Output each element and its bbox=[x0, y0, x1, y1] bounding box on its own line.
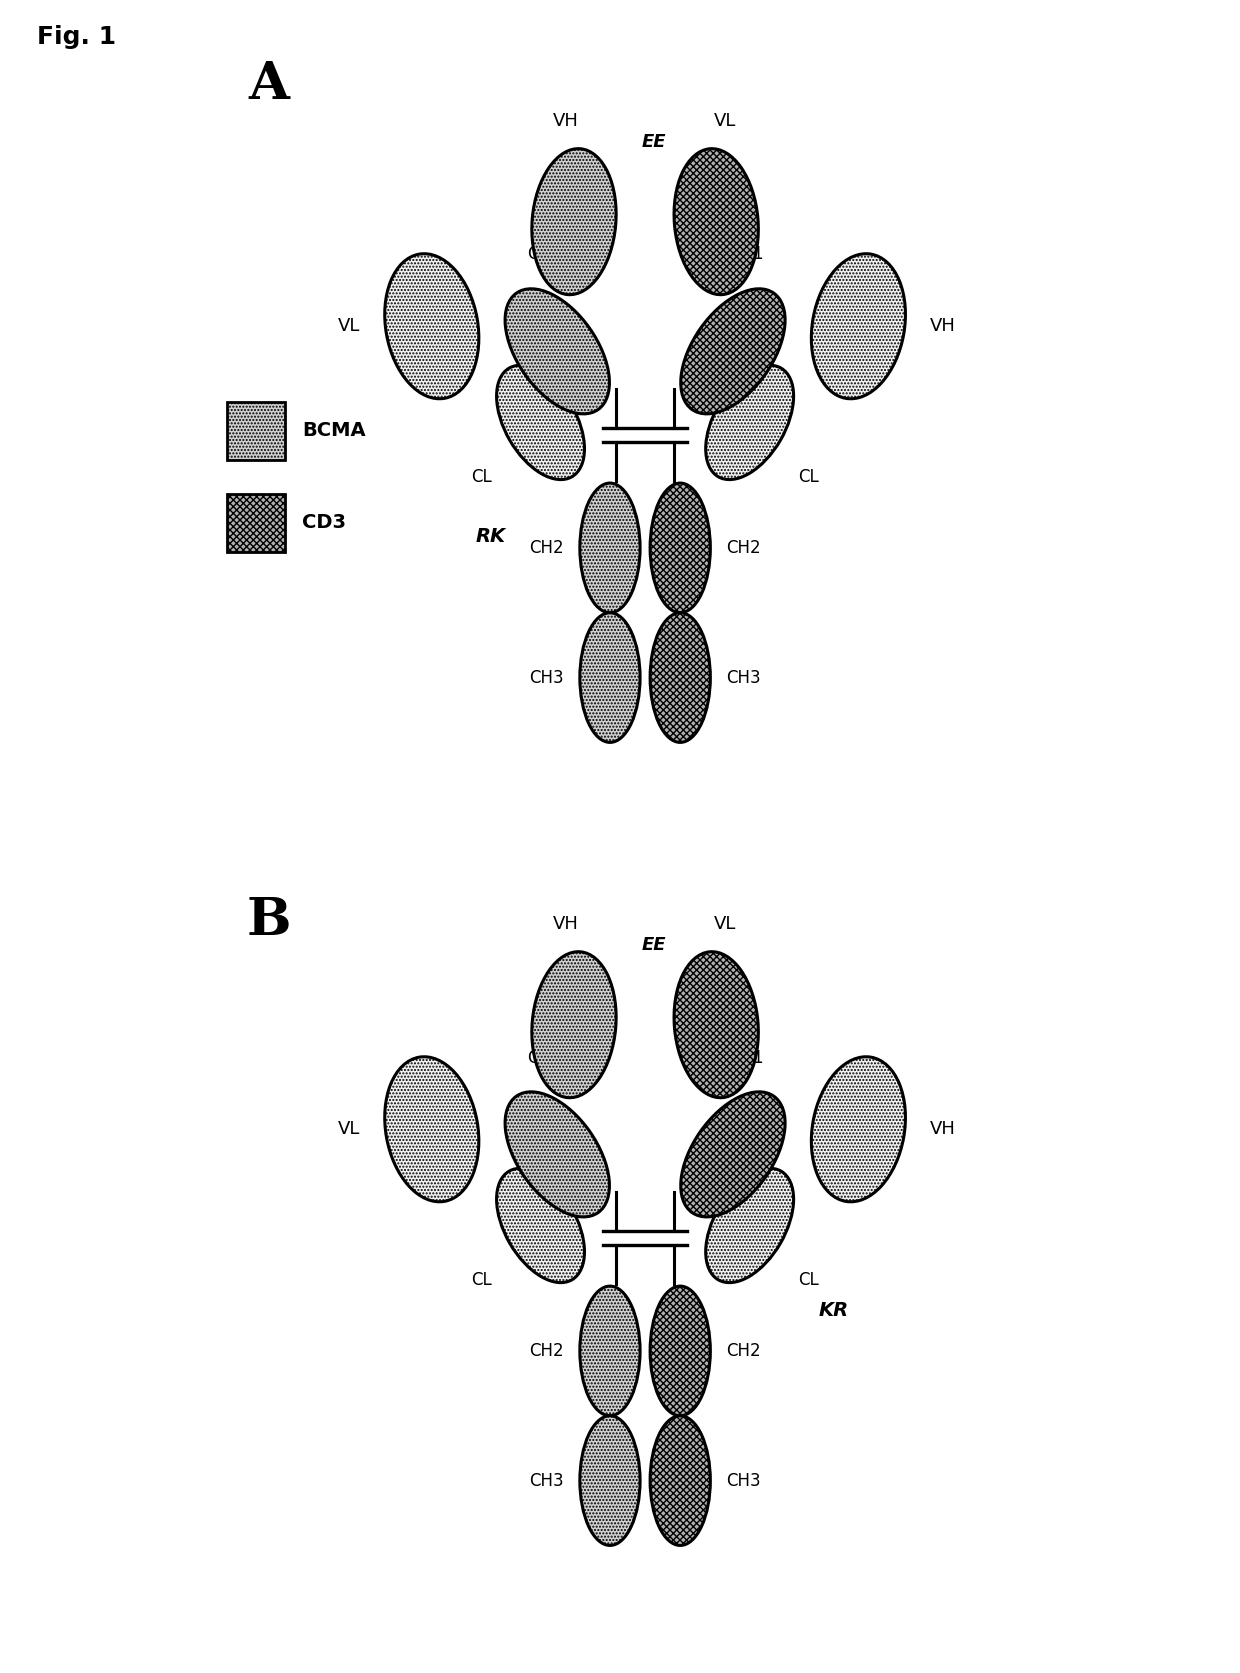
Text: VH: VH bbox=[553, 112, 579, 130]
Ellipse shape bbox=[580, 612, 640, 743]
Bar bbox=[227, 494, 285, 552]
Text: CH1: CH1 bbox=[527, 246, 562, 264]
Text: CD3: CD3 bbox=[303, 514, 346, 532]
Text: VH: VH bbox=[930, 1121, 955, 1138]
Text: CH3: CH3 bbox=[529, 1472, 564, 1489]
Ellipse shape bbox=[650, 483, 711, 612]
Text: VL: VL bbox=[339, 318, 361, 335]
Text: CL: CL bbox=[471, 468, 492, 487]
Ellipse shape bbox=[496, 365, 584, 480]
Text: CH1: CH1 bbox=[729, 1049, 764, 1067]
Text: EE: EE bbox=[641, 132, 666, 151]
Text: CH3: CH3 bbox=[727, 1472, 761, 1489]
Ellipse shape bbox=[650, 1415, 711, 1546]
Text: CH2: CH2 bbox=[727, 539, 761, 557]
Text: CL: CL bbox=[797, 1271, 818, 1290]
Text: BCMA: BCMA bbox=[303, 422, 366, 440]
Ellipse shape bbox=[675, 149, 759, 294]
Text: VH: VH bbox=[553, 915, 579, 934]
Ellipse shape bbox=[384, 1057, 479, 1201]
Text: VL: VL bbox=[339, 1121, 361, 1138]
Text: RK: RK bbox=[475, 527, 506, 545]
Text: Fig. 1: Fig. 1 bbox=[37, 25, 117, 49]
Text: B: B bbox=[247, 895, 291, 945]
Ellipse shape bbox=[580, 483, 640, 612]
Text: A: A bbox=[248, 59, 289, 109]
Text: CH2: CH2 bbox=[727, 1342, 761, 1360]
Ellipse shape bbox=[681, 289, 785, 413]
Bar bbox=[227, 402, 285, 460]
Text: VL: VL bbox=[713, 915, 735, 934]
Ellipse shape bbox=[811, 254, 905, 398]
Ellipse shape bbox=[532, 149, 616, 294]
Text: CH1: CH1 bbox=[527, 1049, 562, 1067]
Ellipse shape bbox=[706, 365, 794, 480]
Text: CH2: CH2 bbox=[529, 539, 564, 557]
Ellipse shape bbox=[505, 1092, 609, 1216]
Ellipse shape bbox=[496, 1168, 584, 1283]
Ellipse shape bbox=[650, 612, 711, 743]
Text: CH1: CH1 bbox=[729, 246, 764, 264]
Text: EE: EE bbox=[641, 935, 666, 954]
Text: CH2: CH2 bbox=[529, 1342, 564, 1360]
Ellipse shape bbox=[811, 1057, 905, 1201]
Ellipse shape bbox=[650, 1287, 711, 1415]
Ellipse shape bbox=[580, 1415, 640, 1546]
Text: VH: VH bbox=[930, 318, 955, 335]
Ellipse shape bbox=[681, 1092, 785, 1216]
Text: CL: CL bbox=[797, 468, 818, 487]
Ellipse shape bbox=[384, 254, 479, 398]
Ellipse shape bbox=[706, 1168, 794, 1283]
Ellipse shape bbox=[532, 952, 616, 1097]
Text: CH3: CH3 bbox=[727, 669, 761, 686]
Text: CH3: CH3 bbox=[529, 669, 564, 686]
Ellipse shape bbox=[675, 952, 759, 1097]
Ellipse shape bbox=[505, 289, 609, 413]
Text: CL: CL bbox=[471, 1271, 492, 1290]
Text: KR: KR bbox=[818, 1302, 848, 1320]
Ellipse shape bbox=[580, 1287, 640, 1415]
Text: VL: VL bbox=[713, 112, 735, 130]
